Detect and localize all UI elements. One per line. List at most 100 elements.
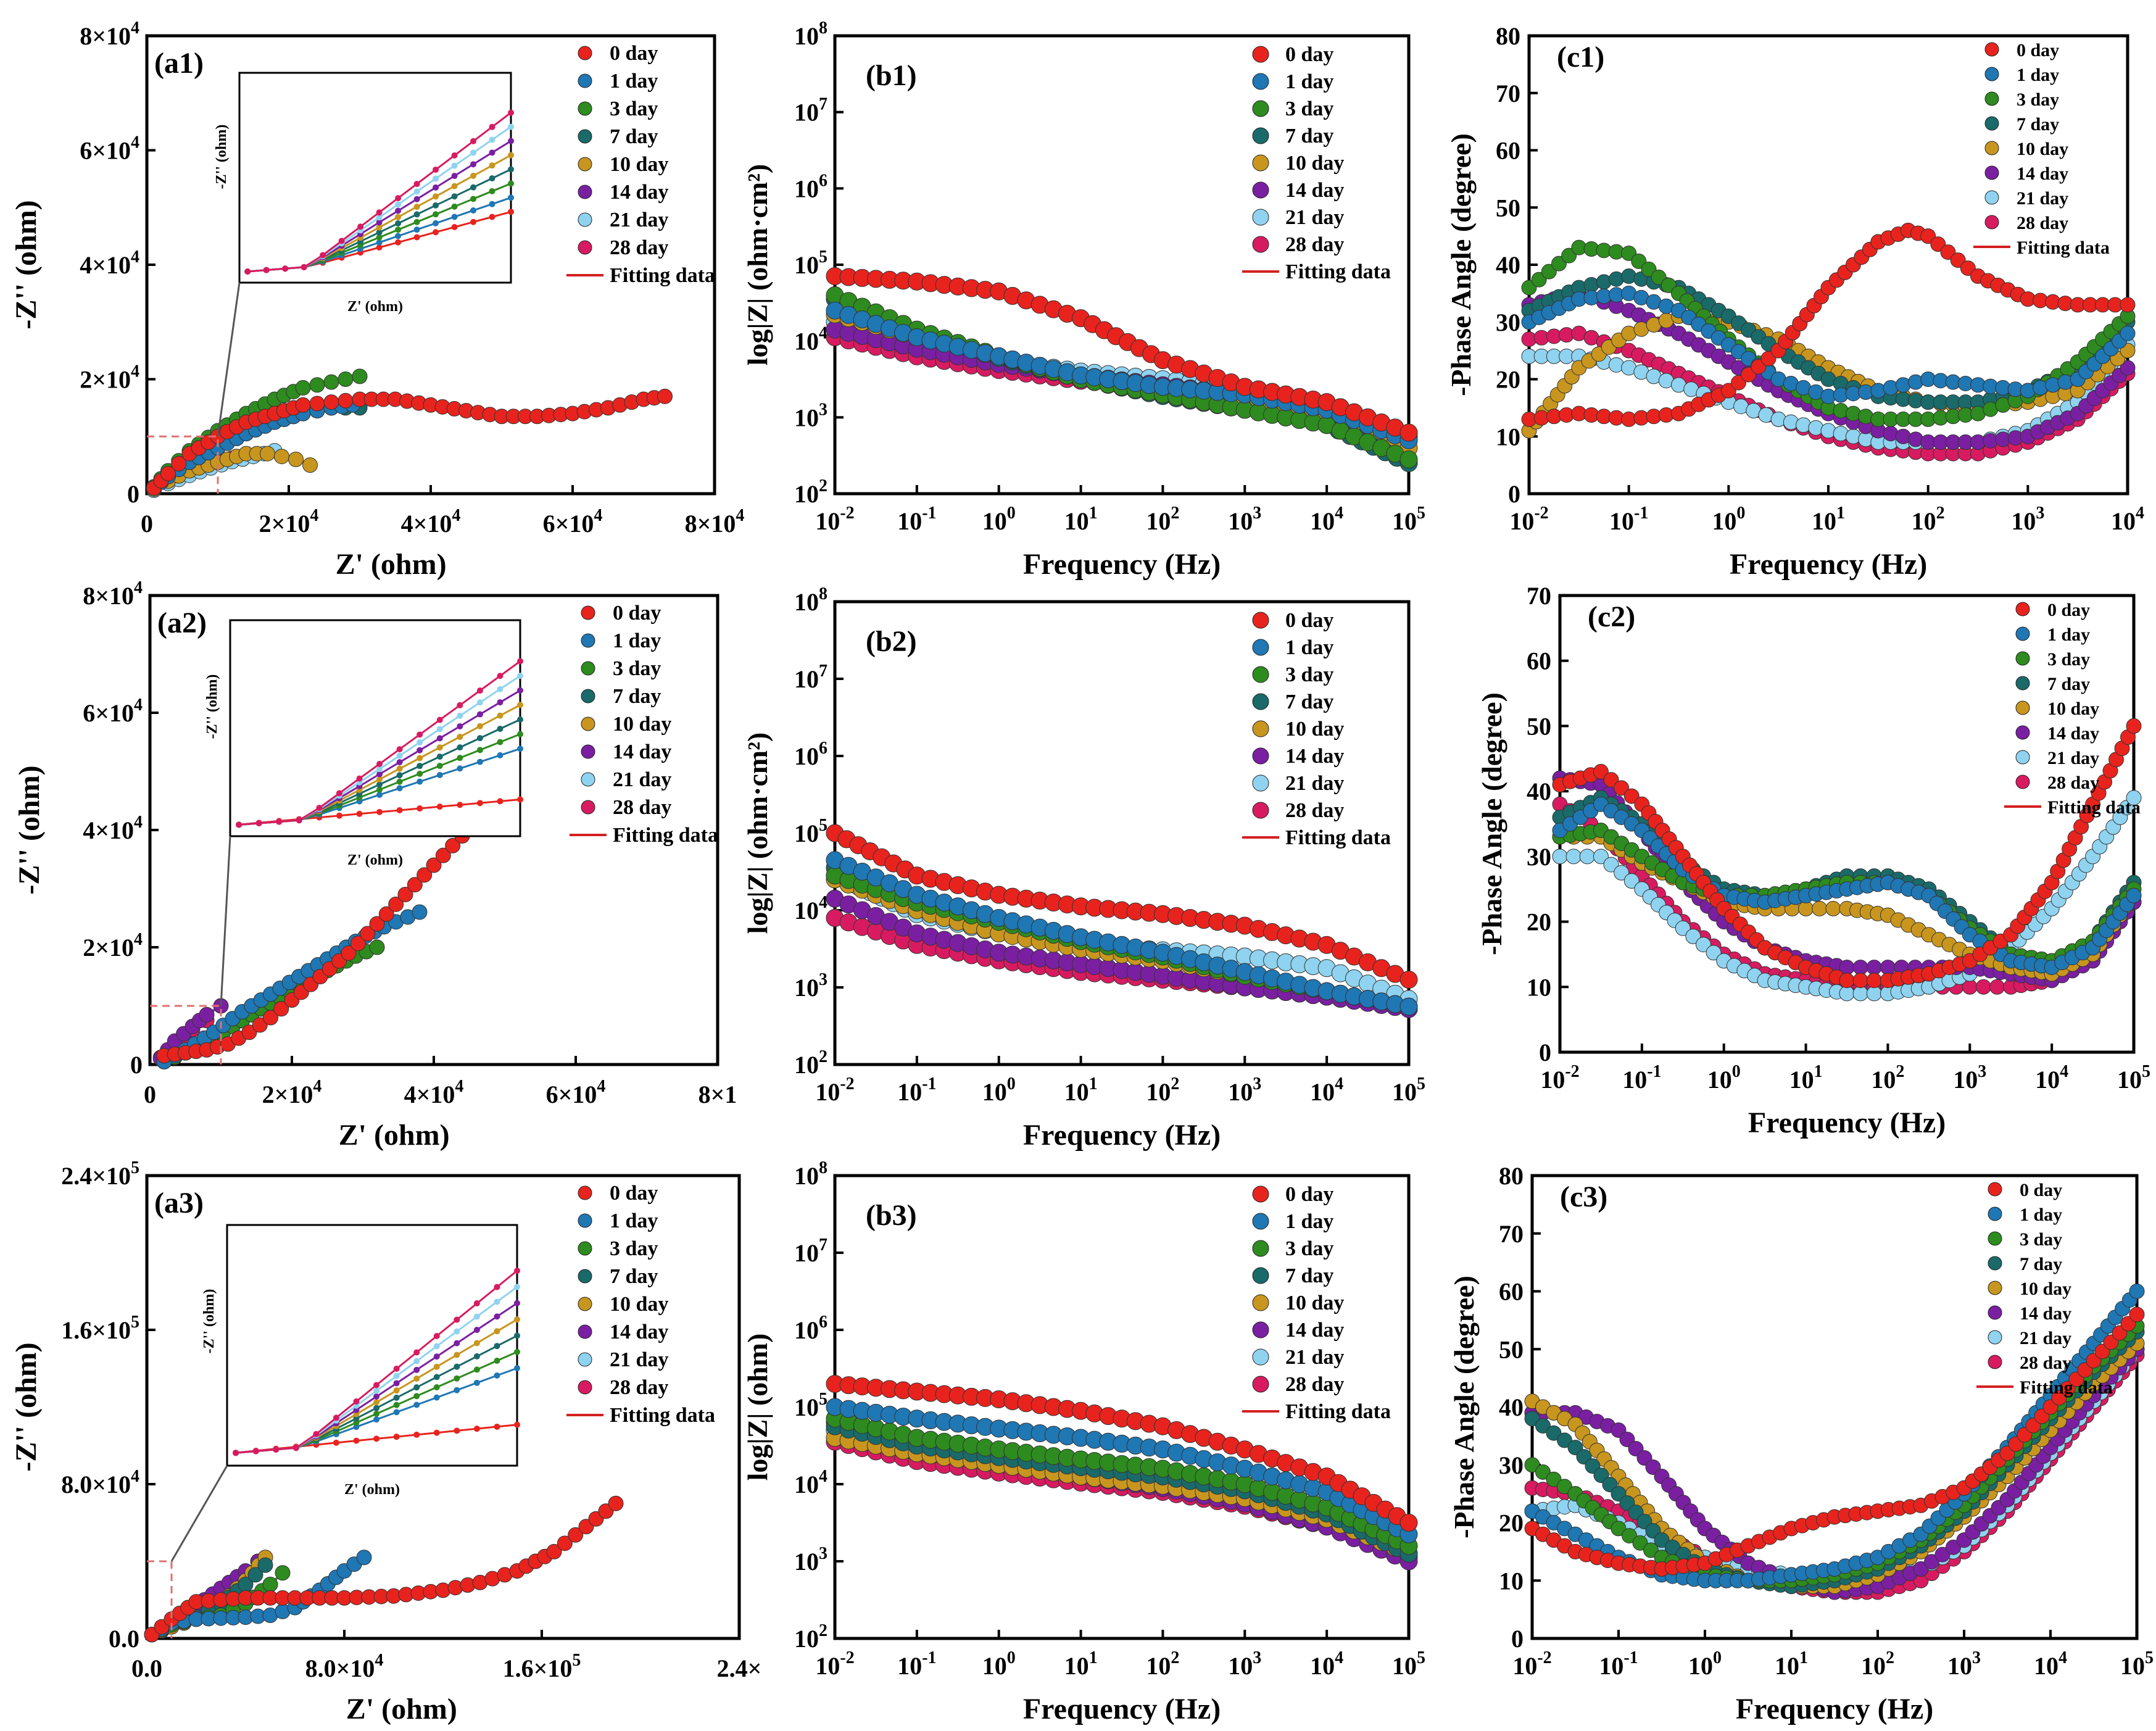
inset-point (376, 760, 383, 767)
legend-label: 28 day (2017, 213, 2068, 233)
inset-point (433, 1333, 440, 1340)
x-tick-label: 2×104 (259, 506, 319, 538)
x-tick-label: 102 (1912, 504, 1945, 535)
inset-point (494, 1284, 500, 1290)
data-point (546, 1543, 562, 1559)
panel-label: (a2) (157, 607, 207, 639)
legend-marker (1984, 116, 1999, 131)
y-tick-label: 103 (794, 1544, 827, 1575)
inset-point (494, 1358, 500, 1364)
inset-point (517, 796, 523, 803)
legend-label: 1 day (2020, 1205, 2062, 1225)
legend: 0 day 1 day 3 day 7 day 10 day 14 day 21 day 28… (1242, 43, 1391, 283)
inset-point (276, 818, 283, 825)
y-tick-label: 107 (794, 95, 827, 127)
inset-point (436, 716, 443, 723)
inset-point (476, 747, 483, 753)
x-axis-title: Frequency (Hz) (1748, 1106, 1946, 1139)
nyquist-chart-a2: 0 2×104 4×104 6×104 8×1 0 2×104 4×104 6×104 8×104… (13, 578, 737, 1152)
y-tick-label: 102 (794, 1047, 827, 1079)
data-point (323, 374, 339, 390)
y-tick-label: 50 (1527, 712, 1551, 740)
x-tick-label: 0.0 (131, 1654, 162, 1682)
x-tick-label: 104 (2034, 1648, 2067, 1680)
inset-point (457, 802, 463, 808)
legend-label: 10 day (1285, 152, 1344, 175)
legend-label: 10 day (610, 153, 668, 176)
data-point (378, 906, 394, 922)
inset-point (373, 1399, 380, 1406)
x-tick-label: 100 (1707, 1062, 1741, 1094)
legend-marker (578, 129, 592, 144)
inset-point (320, 252, 326, 259)
x-tick-label: 6×104 (543, 506, 603, 538)
x-axis-title: Z' (ohm) (336, 548, 447, 581)
inset-point (413, 204, 420, 210)
inset-point (494, 1372, 500, 1379)
legend-marker (578, 240, 592, 255)
inset-point (433, 166, 439, 173)
legend-label: 21 day (610, 1348, 668, 1371)
y-tick-label: 50 (1499, 1335, 1524, 1363)
legend-marker (581, 605, 595, 620)
inset-point (395, 207, 402, 214)
inset-point (396, 772, 403, 779)
x-tick-label: 2×104 (262, 1077, 322, 1108)
inset-point (476, 723, 483, 729)
inset-point (457, 702, 463, 708)
inset-point (433, 1394, 440, 1401)
y-tick-label: 108 (794, 584, 827, 616)
legend-label: 0 day (2017, 40, 2059, 60)
inset-point (508, 166, 514, 173)
inset-point (433, 229, 439, 236)
inset-point (396, 752, 403, 759)
legend-marker (2015, 651, 2030, 666)
inset-point (301, 264, 307, 270)
legend-label: 7 day (2020, 1254, 2062, 1274)
data-point (1399, 1514, 1418, 1532)
y-tick-label: 102 (794, 1621, 827, 1653)
data-point (1839, 973, 1855, 989)
x-tick-label: 10-1 (897, 504, 936, 535)
x-tick-label: 102 (1861, 1648, 1894, 1680)
x-tick-label: 104 (2035, 1062, 2068, 1094)
legend-marker (1984, 67, 1999, 81)
series (146, 388, 673, 496)
legend-label: 7 day (1285, 1264, 1333, 1287)
x-tick-label: 102 (1146, 1074, 1179, 1106)
x-tick-label: 102 (1146, 1648, 1179, 1680)
legend-marker (2015, 676, 2030, 691)
legend-label: 21 day (2047, 748, 2099, 768)
y-tick-label: 107 (794, 662, 827, 693)
data-point (260, 446, 275, 462)
legend-label: 3 day (1285, 663, 1333, 686)
legend-label: 1 day (610, 70, 658, 93)
legend-label: 21 day (610, 209, 668, 231)
inset-point (376, 224, 383, 231)
y-tick-label: 103 (794, 400, 827, 431)
inset-point (353, 1398, 360, 1405)
inset-point (457, 734, 463, 741)
data-point (295, 380, 311, 396)
inset-x-axis-title: Z' (ohm) (344, 1482, 400, 1498)
y-axis-title: log|Z| (ohm·cm²) (742, 733, 773, 934)
inset-point (457, 744, 463, 751)
y-tick-label: 30 (1527, 843, 1551, 871)
data-point (557, 1535, 573, 1551)
y-tick-label: 106 (794, 171, 827, 202)
legend-marker (1252, 127, 1269, 144)
data-point (1552, 849, 1568, 865)
inset-point (393, 1380, 400, 1387)
y-tick-label: 30 (1499, 1451, 1524, 1479)
legend-marker (1988, 1305, 2002, 1320)
data-point (247, 1567, 263, 1583)
data-point (275, 1565, 291, 1581)
inset-point (357, 223, 364, 230)
x-tick-label: 101 (1064, 504, 1098, 535)
inset-point (454, 1375, 460, 1382)
data-point (1399, 450, 1418, 468)
inset-point (353, 1402, 360, 1409)
y-tick-label: 104 (794, 1467, 827, 1498)
legend-marker (581, 744, 595, 759)
